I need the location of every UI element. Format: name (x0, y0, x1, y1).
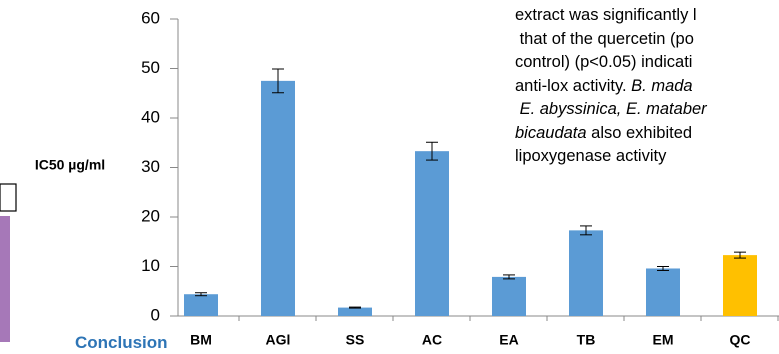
x-tick-label: AC (422, 332, 442, 348)
error-bar (195, 293, 207, 296)
purple-strip (0, 216, 10, 342)
text-span: bicaudata (515, 124, 587, 142)
bar (338, 308, 372, 316)
bar (261, 81, 295, 316)
y-tick-label: 10 (141, 256, 160, 275)
x-tick-label: AGl (266, 332, 291, 348)
box-edge (0, 184, 16, 211)
y-tick-label: 50 (141, 58, 160, 77)
text-line: anti-lox activity. B. mada (515, 75, 707, 99)
text-line: E. abyssinica, E. mataber (515, 98, 707, 122)
page: IC50 µg/ml 0 10 20 30 40 50 60 BM AGl SS AC EA TB EM Q… (0, 0, 779, 354)
bar (723, 255, 757, 316)
y-axis-label: IC50 µg/ml (35, 157, 105, 173)
text-line: extract was significantly l (515, 4, 707, 28)
text-line: that of the quercetin (po (515, 28, 707, 52)
x-tick-label: BM (190, 332, 212, 348)
error-bar (349, 307, 361, 308)
bar (492, 277, 526, 316)
text-span: B. mada (631, 77, 692, 95)
x-tick-label: EM (653, 332, 674, 348)
y-tick-label: 30 (141, 157, 160, 176)
y-tick-label: 0 (151, 305, 160, 324)
text-span: that of the quercetin (po (515, 30, 694, 48)
text-line: lipoxygenase activity (515, 145, 707, 169)
y-tick-label: 60 (141, 8, 160, 27)
text-line: bicaudata also exhibited (515, 122, 707, 146)
text-span: control) (p<0.05) indicati (515, 53, 692, 71)
text-span: lipoxygenase activity (515, 147, 666, 165)
bar (415, 151, 449, 316)
bar (646, 268, 680, 316)
bar (569, 230, 603, 316)
x-tick-label: QC (730, 332, 751, 348)
y-tick-label: 20 (141, 206, 160, 225)
bar (184, 294, 218, 316)
x-tick-label: TB (577, 332, 596, 348)
x-tick-label: EA (499, 332, 518, 348)
section-heading: Conclusion (75, 333, 168, 353)
text-span: also exhibited (587, 124, 693, 142)
text-span: E. abyssinica, E. mataber (515, 100, 707, 118)
y-tick-label: 40 (141, 107, 160, 126)
x-tick-label: SS (346, 332, 365, 348)
text-block: extract was significantly l that of the … (515, 4, 707, 169)
text-span: anti-lox activity. (515, 77, 631, 95)
text-line: control) (p<0.05) indicati (515, 51, 707, 75)
text-span: extract was significantly l (515, 6, 697, 24)
